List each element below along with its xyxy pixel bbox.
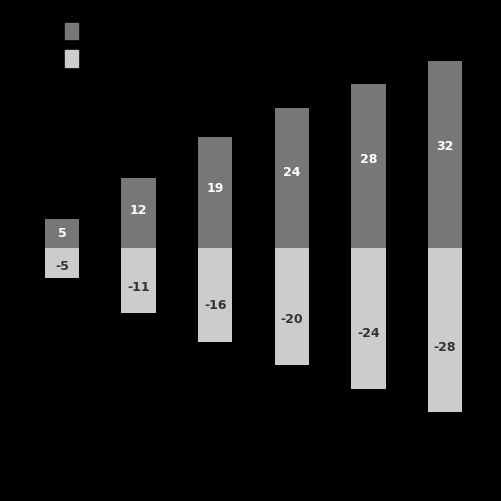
Bar <box>197 249 232 342</box>
Text: -24: -24 <box>356 327 379 340</box>
Bar <box>274 249 309 366</box>
Bar <box>45 249 79 278</box>
Bar <box>427 249 461 412</box>
Text: 32: 32 <box>435 139 452 152</box>
Bar <box>197 138 232 249</box>
Text: -16: -16 <box>203 299 226 312</box>
Bar <box>350 85 385 249</box>
Bar <box>121 249 156 313</box>
Text: 5: 5 <box>58 226 67 239</box>
Bar <box>121 179 156 249</box>
Bar <box>274 109 309 249</box>
Text: 12: 12 <box>130 204 147 217</box>
Text: -20: -20 <box>280 313 303 326</box>
Bar <box>350 249 385 389</box>
Bar <box>427 62 461 249</box>
Text: -11: -11 <box>127 281 150 294</box>
Text: -5: -5 <box>55 260 69 273</box>
Text: 19: 19 <box>206 181 223 194</box>
Text: -28: -28 <box>433 341 455 354</box>
Text: 24: 24 <box>283 165 300 178</box>
Text: 28: 28 <box>359 152 376 165</box>
Bar <box>45 219 79 249</box>
